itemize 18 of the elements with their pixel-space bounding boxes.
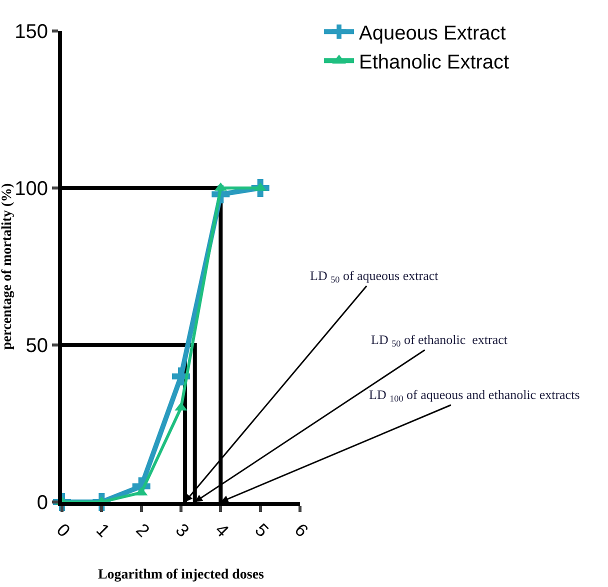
x-tick-label: 5 [251, 520, 272, 541]
x-tick-label: 6 [290, 520, 312, 541]
x-tick-label: 1 [92, 520, 114, 541]
x-tick-label: 2 [132, 520, 154, 541]
x-tick-label: 3 [172, 520, 194, 541]
y-tick-label: 100 [14, 178, 48, 200]
annotation: LD $_{50}$ of ethanolic extract [371, 332, 508, 349]
annotation: LD $_{100}$ of aqueous and ethanolic extracts [369, 387, 580, 404]
x-axis-title: Logarithm of injected doses [98, 568, 265, 583]
y-tick-label: 50 [26, 335, 48, 357]
annotation: LD $_{50}$ of aqueous extract [310, 268, 439, 285]
legend-label: Aqueous Extract [359, 22, 506, 44]
x-tick-label: 4 [211, 520, 233, 541]
legend-label: Ethanolic Extract [359, 51, 510, 74]
y-tick-label: 0 [36, 492, 48, 514]
x-tick-label: 0 [52, 520, 74, 541]
y-tick-label: 150 [14, 21, 48, 43]
y-axis-title: percentage of mortality (%) [0, 182, 15, 350]
